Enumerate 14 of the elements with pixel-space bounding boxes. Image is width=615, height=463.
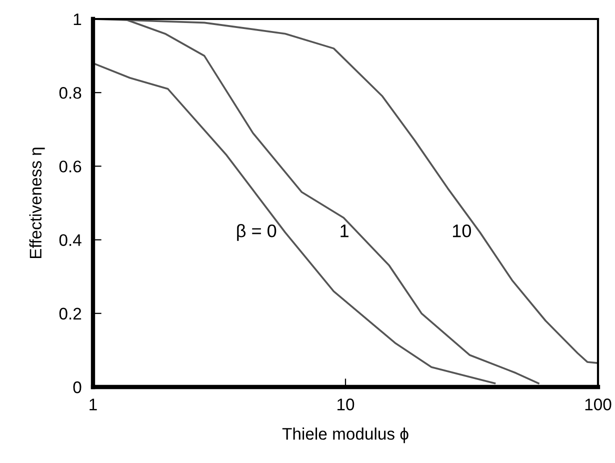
y-tick-label: 0.8 [59,87,82,99]
series-label: 1 [340,224,348,238]
x-axis-title: Thiele modulus ϕ [282,428,408,444]
y-tick-label: 0.4 [59,234,82,246]
y-tick-label: 0 [73,381,82,394]
x-tick-label: 1 [90,398,97,410]
series-label: β = 0 [237,224,276,241]
x-tick-label: 100 [585,398,612,410]
series-label: 10 [452,224,471,238]
y-tick-label: 0.2 [59,308,82,320]
y-tick-label: 1 [74,14,82,26]
y-axis-title: Effectiveness η [29,148,45,258]
x-tick-label: 10 [338,398,354,410]
y-tick-label: 0.6 [59,160,82,172]
